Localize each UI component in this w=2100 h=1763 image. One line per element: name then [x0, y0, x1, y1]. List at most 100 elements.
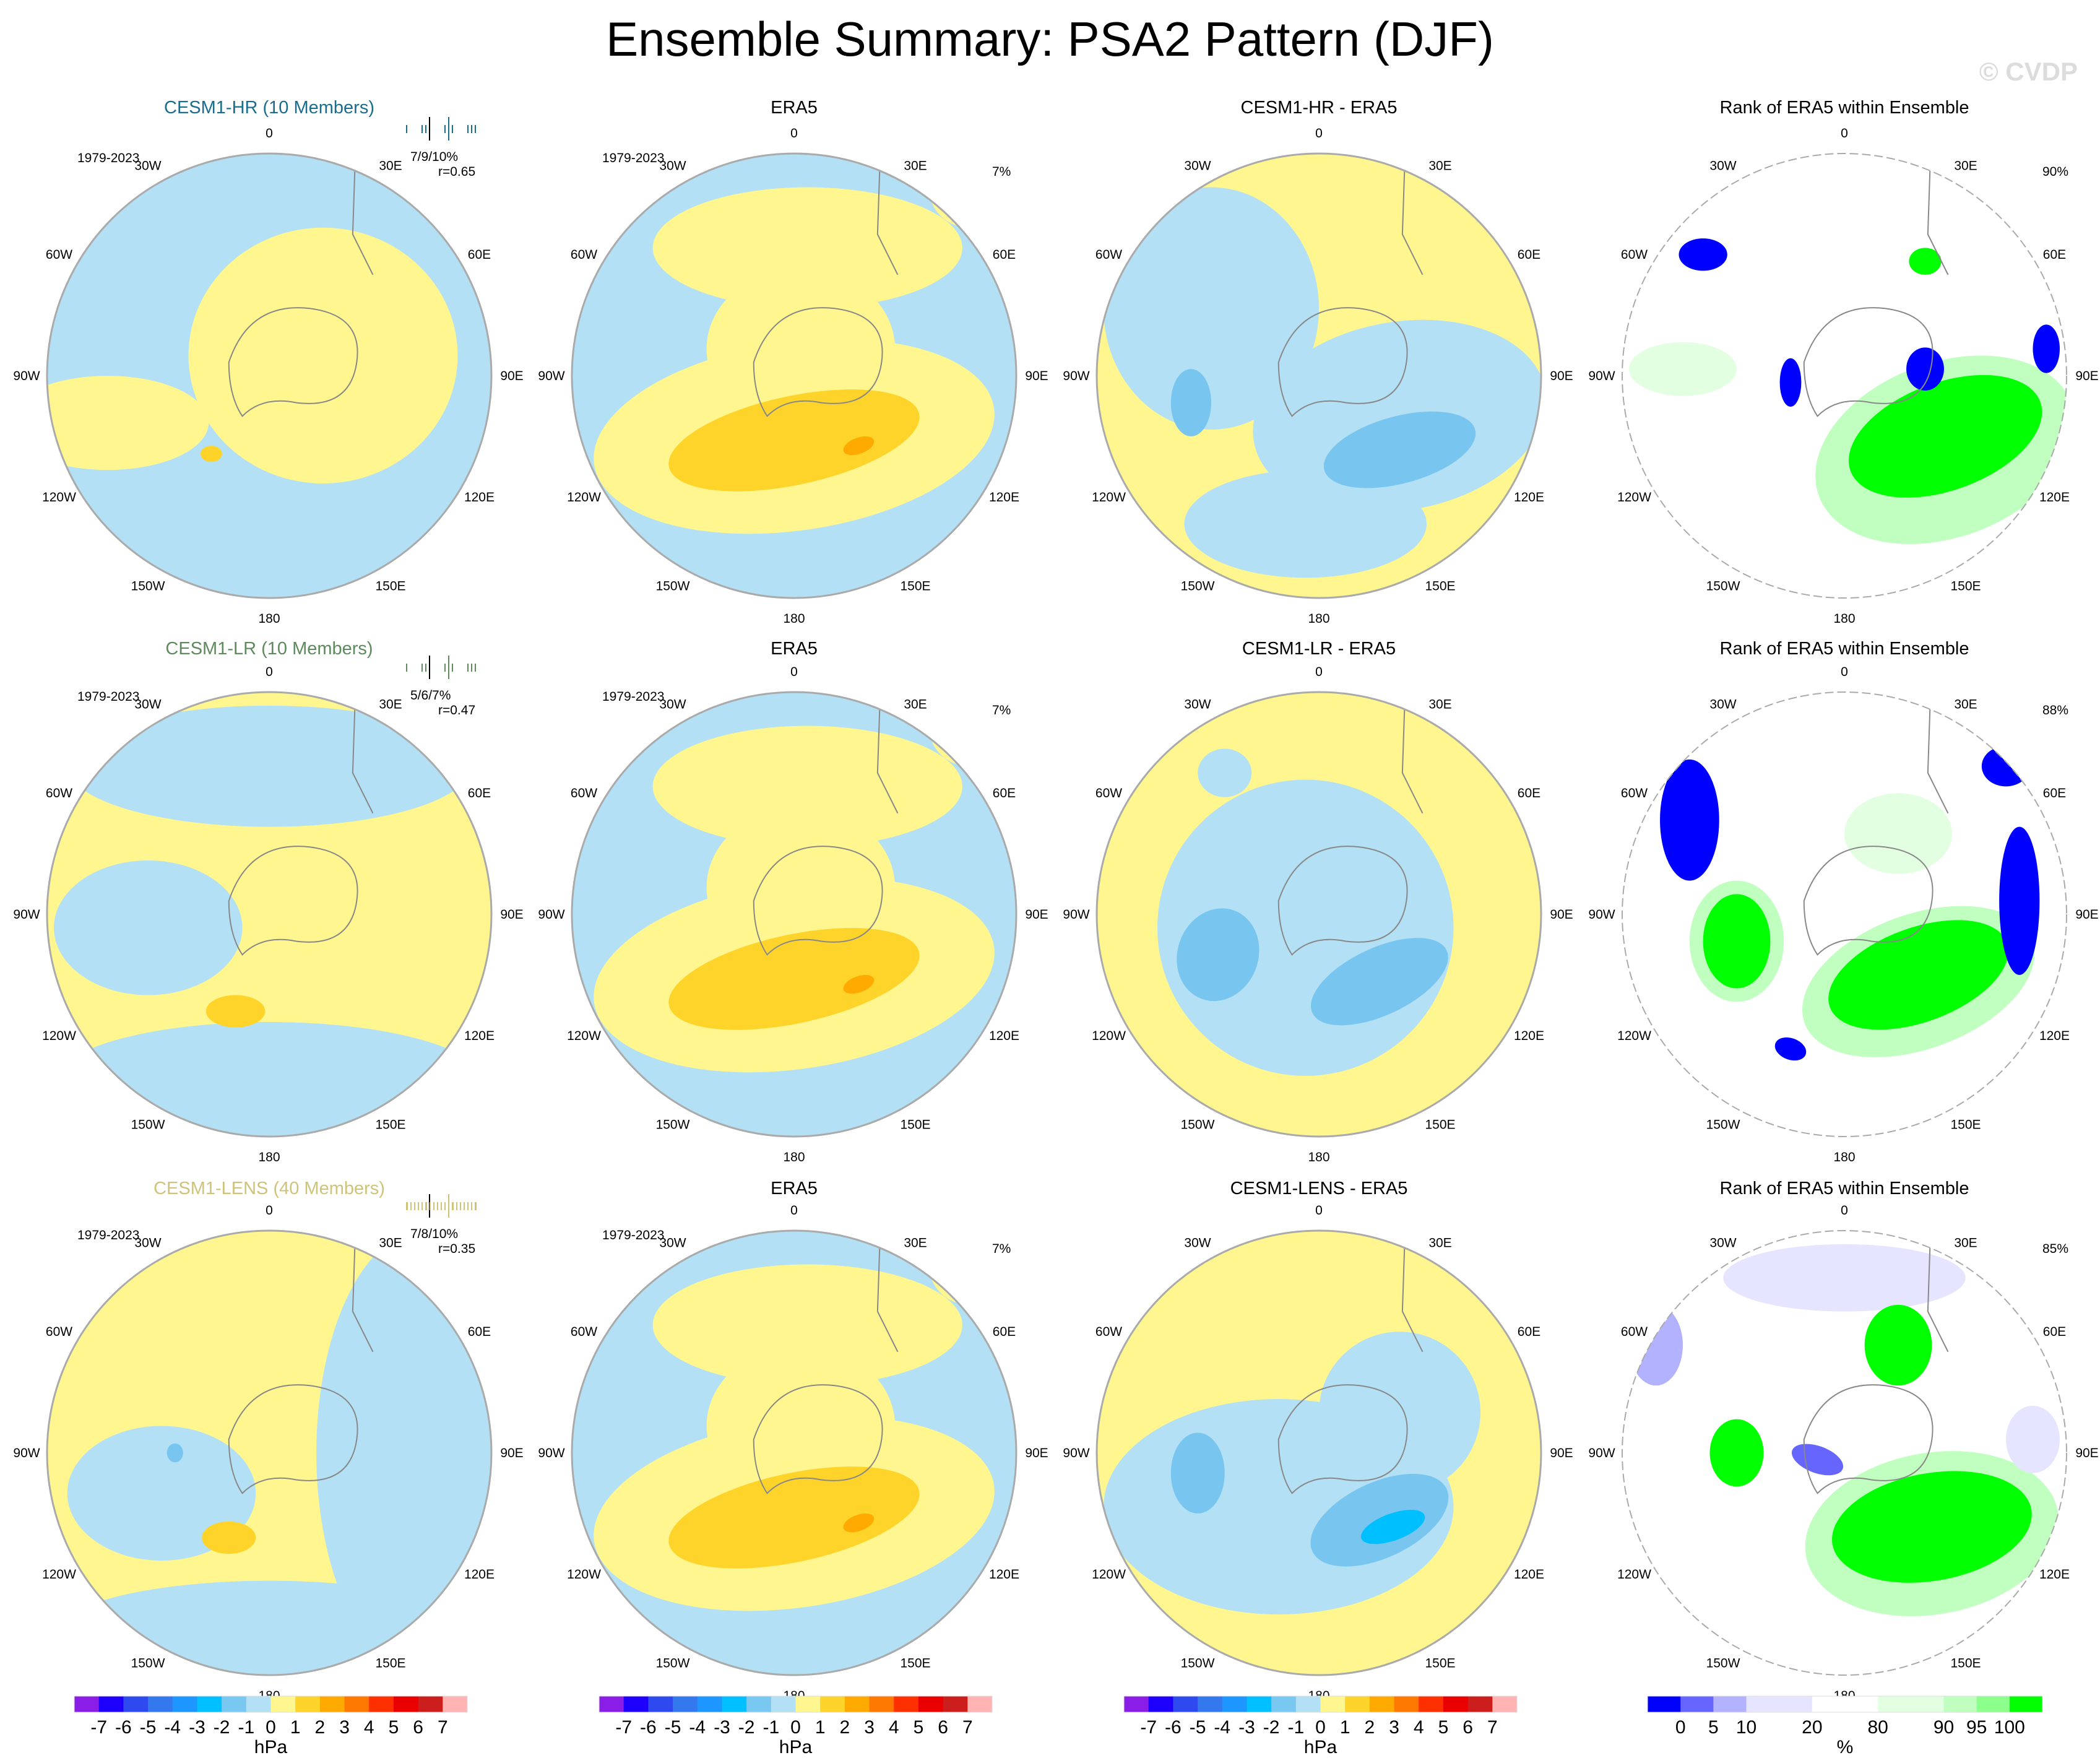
pct-explained: 7% [992, 1242, 1011, 1256]
lon-label: 120W [1092, 490, 1126, 505]
colorbar-swatch [1443, 1696, 1469, 1712]
colorbar-tick-label: 2 [840, 1717, 850, 1738]
colorbar-swatch [722, 1696, 747, 1712]
lon-label: 120E [464, 1567, 495, 1582]
colorbar-tick-label: -6 [640, 1717, 657, 1738]
coastline [753, 846, 883, 956]
panel-title: CESM1-LR - ERA5 [1242, 639, 1396, 659]
coastline [1803, 1384, 1934, 1494]
contour-region [928, 692, 1009, 766]
colorbar-tick-label: -1 [238, 1717, 254, 1738]
contour-region [54, 860, 243, 995]
colorbar-swatch [1394, 1696, 1419, 1712]
lon-label: 90E [500, 1446, 523, 1460]
colorbar-swatch [443, 1696, 468, 1712]
lon-label: 60E [1518, 248, 1540, 262]
lon-label: 60E [2043, 1325, 2066, 1339]
map-field [1097, 154, 1541, 598]
lon-label: 60W [1621, 786, 1648, 800]
lon-label: 60W [1621, 248, 1648, 262]
lon-label: 120E [2039, 1567, 2070, 1582]
lon-label: 120E [464, 1029, 495, 1043]
lon-label: 150E [1950, 1117, 1981, 1132]
colorbar-tick-label: 4 [364, 1717, 374, 1738]
coastline [876, 154, 899, 275]
contour-region [1909, 248, 1942, 275]
lon-label: 90W [1063, 1446, 1089, 1460]
colorbar-swatch [1779, 1696, 1813, 1712]
panel-rank-row2: 0 30E 60E 90E 120E 150E 180 150W 120W 90W 60W 30W Ra… [1588, 639, 2098, 1164]
lon-label: 90E [1025, 907, 1048, 922]
lon-label: 120E [1514, 490, 1544, 505]
coastline [1401, 154, 1424, 275]
colorbar-swatch [1878, 1696, 1911, 1712]
colorbar-swatch [820, 1696, 845, 1712]
lon-label: 60W [1621, 1325, 1648, 1339]
contour-region [668, 928, 920, 1030]
lon-label: 90E [1025, 369, 1048, 383]
coastline [1277, 846, 1408, 956]
panel-diff-row2: 0 30E 60E 90E 120E 150E 180 150W 120W 90W 60W 30W CE… [1063, 639, 1573, 1164]
map-field [1622, 692, 2067, 1137]
map-field [572, 154, 1016, 598]
colorbar-tick-label: -7 [615, 1717, 632, 1738]
contour-region [205, 995, 266, 1028]
panel-title: CESM1-HR - ERA5 [1241, 98, 1398, 118]
colorbar-tick-label: 100 [1994, 1717, 2025, 1738]
lon-label: 150E [1950, 579, 1981, 593]
map-field [1097, 1231, 1541, 1675]
lon-label: 90W [1588, 1446, 1615, 1460]
colorbar-tick-label: 95 [1966, 1717, 1987, 1738]
pattern-correlation: r=0.35 [438, 1242, 475, 1256]
lon-label: 120W [1617, 1029, 1651, 1043]
colorbar-tick-label: -2 [214, 1717, 230, 1738]
coastline [1803, 846, 1934, 956]
panel-title: CESM1-LR (10 Members) [165, 639, 373, 659]
colorbar-tick-label: 7 [1487, 1717, 1498, 1738]
lon-label: 150W [131, 579, 165, 593]
panel-title: Rank of ERA5 within Ensemble [1720, 639, 1969, 659]
lon-label: 150W [131, 1117, 165, 1132]
lon-label: 30W [134, 1236, 161, 1250]
lon-label: 90E [1550, 369, 1573, 383]
panel-obs-row1: 0 30E 60E 90E 120E 150E 180 150W 120W 90W 60W 30W ER… [538, 98, 1048, 626]
colorbar-tick-label: -1 [1287, 1717, 1304, 1738]
lon-label: 120E [989, 1029, 1019, 1043]
coastline [1401, 692, 1424, 814]
coastline [876, 1231, 899, 1353]
map-border [1095, 1229, 1542, 1676]
colorbar-tick-label: -3 [1238, 1717, 1255, 1738]
pattern-correlation: r=0.47 [438, 703, 475, 717]
colorbar-tick-label: 1 [815, 1717, 826, 1738]
colorbar-swatch [369, 1696, 394, 1712]
panel-title: ERA5 [771, 98, 818, 118]
map-border [46, 1229, 493, 1676]
colorbar-swatch [869, 1696, 894, 1712]
lon-label: 90W [13, 1446, 40, 1460]
colorbar-tick-label: 3 [339, 1717, 350, 1738]
colorbar-tick-label: -1 [763, 1717, 779, 1738]
lon-label: 120W [1617, 490, 1651, 505]
map-field [47, 1231, 491, 1675]
colorbar-swatch [1148, 1696, 1173, 1712]
colorbar-swatch [1222, 1696, 1247, 1712]
colorbar-tick-label: 4 [1414, 1717, 1424, 1738]
contour-region [652, 187, 962, 309]
lon-label: 60E [468, 1325, 491, 1339]
coastline [352, 154, 374, 275]
colorbar-swatch [295, 1696, 321, 1712]
lon-label: 120E [989, 490, 1019, 505]
lon-label: 30E [379, 159, 402, 173]
contour-region [1679, 238, 1727, 271]
colorbar-tick-label: -7 [90, 1717, 107, 1738]
colorbar-tick-label: 1 [1340, 1717, 1350, 1738]
lon-label: 90E [500, 369, 523, 383]
lon-label: 90W [13, 907, 40, 922]
colorbar-tick-label: 3 [864, 1717, 875, 1738]
colorbar-swatch [1845, 1696, 1878, 1712]
colorbar-swatch [673, 1696, 698, 1712]
panel-model-row2: 0 30E 60E 90E 120E 150E 180 150W 120W 90W 60W 30W CE… [13, 639, 523, 1164]
contour-region [1170, 1432, 1225, 1514]
lon-label: 150W [1181, 1656, 1215, 1670]
lon-label: 0 [266, 1203, 273, 1218]
